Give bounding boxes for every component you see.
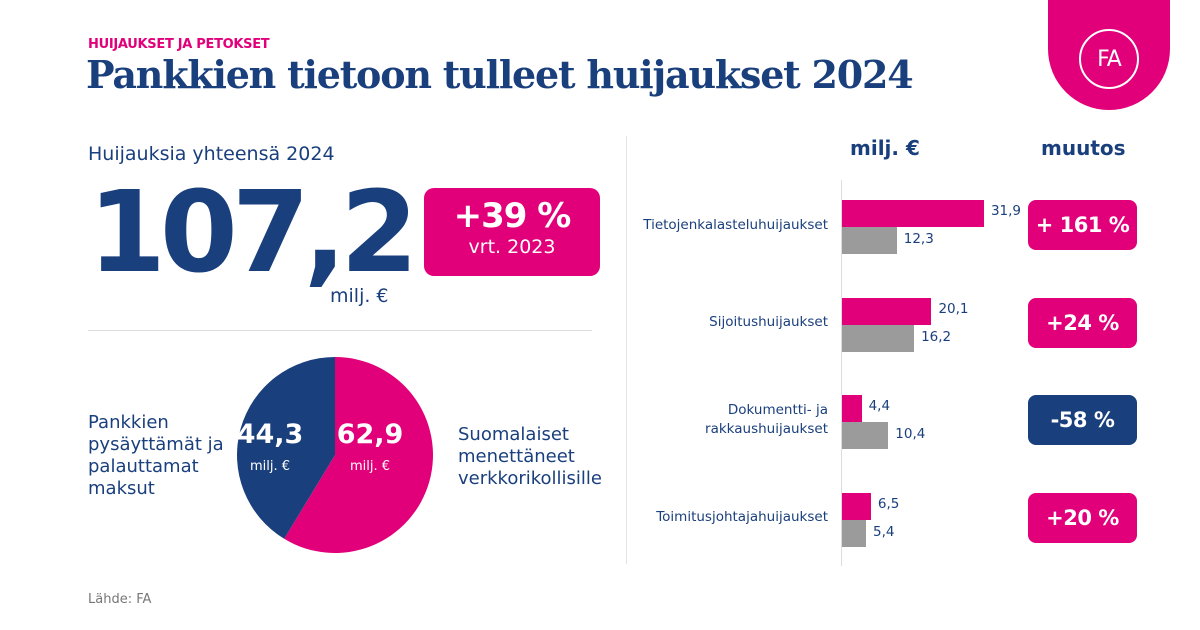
label-line: maksut [88, 478, 155, 499]
category-label: Dokumentti- ja rakkaushuijaukset [628, 401, 828, 439]
label-line: menettäneet [458, 446, 575, 467]
change-header: muutos [1041, 136, 1126, 160]
divider [88, 330, 592, 331]
change-badge: + 161 % [1028, 200, 1137, 250]
category-label-line: rakkaushuijaukset [705, 421, 828, 437]
total-value: 107,2 [88, 168, 418, 298]
value-label-2024: 6,5 [877, 495, 900, 512]
bar-2023 [842, 227, 897, 254]
bar-2024 [842, 492, 871, 520]
category-label-line: Tietojenkalasteluhuijaukset [643, 216, 828, 233]
value-label-2024: 4,4 [868, 398, 891, 414]
pie-left-label: Pankkien pysäyttämät ja palauttamat maksut [88, 412, 224, 500]
bar-2023 [842, 422, 889, 449]
value-label-2024: 20,1 [938, 300, 969, 317]
pie-value-label: 44,3 [237, 419, 304, 450]
total-unit: milj. € [330, 285, 389, 307]
label-line: pysäyttämät ja [88, 434, 224, 455]
pie-unit-label: milj. € [350, 459, 390, 474]
label-line: Pankkien [88, 412, 169, 433]
pie-right-label: Suomalaiset menettäneet verkkorikollisille [458, 424, 602, 490]
bar-2023 [842, 324, 915, 352]
change-badge: +20 % [1028, 492, 1137, 543]
change-ref: vrt. 2023 [468, 236, 556, 258]
category-label: Sijoitushuijaukset [628, 313, 828, 332]
value-label-2023: 16,2 [921, 328, 952, 345]
bar-axis [841, 180, 842, 566]
logo-text: FA [1079, 29, 1139, 89]
value-label-2024: 31,9 [990, 203, 1022, 219]
value-header: milj. € [850, 136, 920, 160]
value-label-2023: 10,4 [895, 426, 926, 442]
pie-value-label: 62,9 [337, 419, 404, 450]
change-badge: +24 % [1028, 297, 1137, 348]
bar-2024 [842, 395, 862, 422]
category-label: Tietojenkalasteluhuijaukset [628, 216, 828, 235]
category-label-line: Toimitusjohtajahuijaukset [656, 509, 828, 525]
change-badge: -58 % [1028, 395, 1137, 445]
page-title: Pankkien tietoon tulleet huijaukset 2024 [86, 52, 914, 97]
source: Lähde: FA [88, 592, 152, 607]
pie-unit-label: milj. € [250, 459, 290, 474]
category-label-line: Dokumentti- ja [727, 402, 828, 418]
category-label: Toimitusjohtajahuijaukset [628, 508, 828, 527]
pie-slice [237, 357, 335, 539]
fa-logo: FA [1048, 0, 1170, 110]
change-badge: +39 % vrt. 2023 [424, 188, 600, 276]
bar-2023 [842, 519, 867, 547]
value-label-2023: 12,3 [903, 231, 934, 247]
change-value: +39 % [453, 196, 572, 236]
label-line: verkkorikollisille [458, 468, 602, 489]
pie-slice [284, 357, 433, 553]
label-line: palauttamat [88, 456, 199, 477]
kicker: HUIJAUKSET JA PETOKSET [88, 37, 270, 52]
bar-2024 [842, 297, 932, 325]
total-label: Huijauksia yhteensä 2024 [88, 143, 335, 165]
bar-2024 [842, 200, 984, 227]
divider [626, 136, 627, 564]
value-label-2023: 5,4 [873, 523, 895, 540]
pie-chart: 62,9 milj. € 44,3 milj. € [237, 357, 433, 553]
category-label-line: Sijoitushuijaukset [709, 314, 828, 330]
label-line: Suomalaiset [458, 424, 569, 445]
